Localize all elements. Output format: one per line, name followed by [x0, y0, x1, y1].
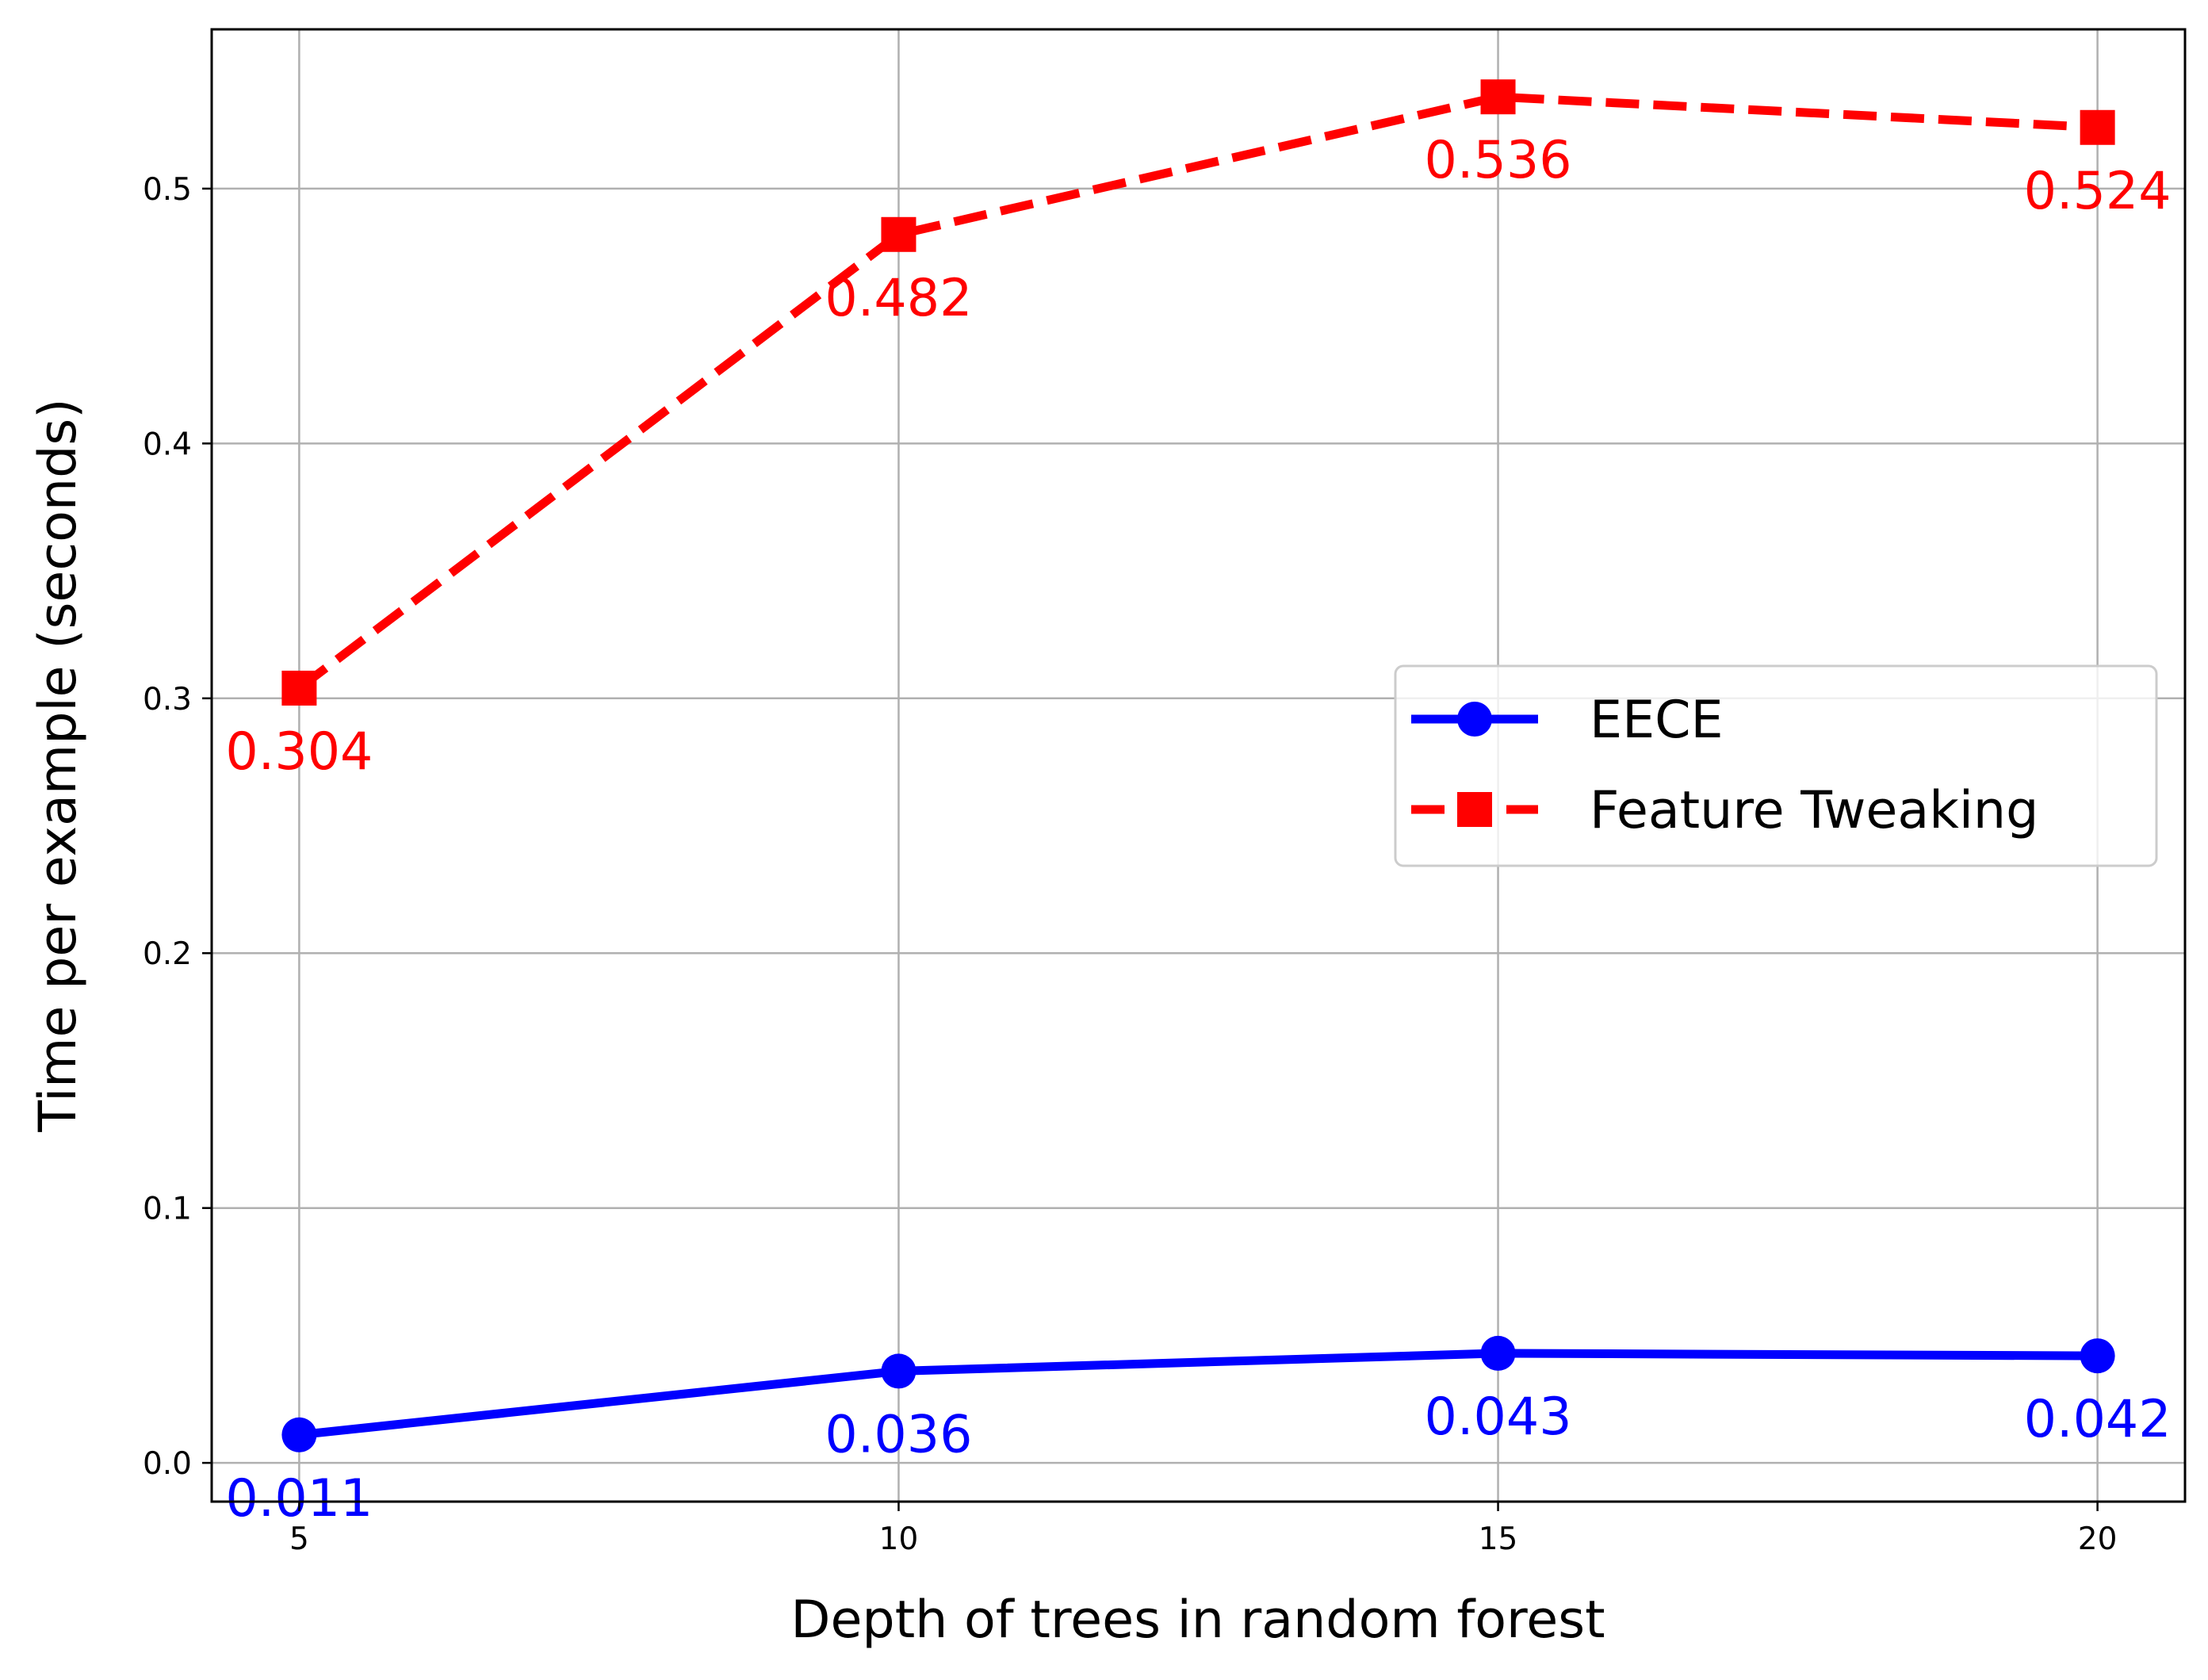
- y-tick-label: 0.4: [143, 427, 192, 462]
- data-point: [2080, 109, 2115, 145]
- x-axis: 5 10 15 20: [289, 1502, 2117, 1557]
- data-label: 0.482: [825, 269, 972, 328]
- data-label: 0.524: [2024, 162, 2172, 221]
- legend-label: Feature Tweaking: [1590, 781, 2038, 840]
- data-label: 0.043: [1424, 1387, 1571, 1447]
- y-axis-label: Time per example (seconds): [29, 398, 88, 1132]
- data-point: [1480, 79, 1516, 115]
- y-tick-label: 0.3: [143, 682, 192, 718]
- data-point: [281, 1417, 317, 1452]
- data-label: 0.036: [825, 1405, 972, 1464]
- legend-entry: Feature Tweaking: [1411, 781, 2038, 840]
- data-label: 0.304: [225, 722, 373, 782]
- data-point: [881, 1353, 916, 1389]
- series-layer: 0.011 0.036 0.043 0.042 0.304 0.482 0.536 0.524: [225, 79, 2172, 1529]
- y-tick-label: 0.2: [143, 936, 192, 972]
- y-tick-label: 0.5: [143, 172, 192, 208]
- legend-label: EECE: [1590, 691, 1724, 750]
- data-point: [281, 670, 317, 706]
- data-point: [881, 216, 916, 252]
- x-tick-label: 5: [289, 1521, 309, 1557]
- y-tick-label: 0.0: [143, 1446, 192, 1482]
- legend: EECE Feature Tweaking: [1394, 664, 2158, 867]
- x-axis-label: Depth of trees in random forest: [790, 1590, 1605, 1650]
- series-feature-tweaking: 0.304 0.482 0.536 0.524: [225, 79, 2172, 782]
- data-point: [1480, 1335, 1516, 1371]
- x-tick-label: 10: [879, 1521, 919, 1557]
- data-label: 0.042: [2024, 1390, 2172, 1449]
- data-label: 0.536: [1424, 131, 1571, 190]
- x-tick-label: 15: [1479, 1521, 1518, 1557]
- y-tick-label: 0.1: [143, 1192, 192, 1227]
- legend-entry: EECE: [1411, 691, 1724, 750]
- data-label: 0.011: [225, 1469, 373, 1529]
- legend-box: [1394, 664, 2158, 867]
- series-line: [298, 1349, 2098, 1440]
- plot-frame: [210, 28, 2187, 1503]
- x-tick-label: 20: [2078, 1521, 2118, 1557]
- legend-swatch-marker: [1457, 792, 1492, 827]
- y-axis: 0.0 0.1 0.2 0.3 0.4 0.5: [143, 172, 212, 1482]
- legend-swatch-marker: [1457, 702, 1492, 737]
- data-point: [2080, 1338, 2115, 1374]
- series-line: [297, 92, 2098, 692]
- series-eece: 0.011 0.036 0.043 0.042: [225, 1335, 2172, 1529]
